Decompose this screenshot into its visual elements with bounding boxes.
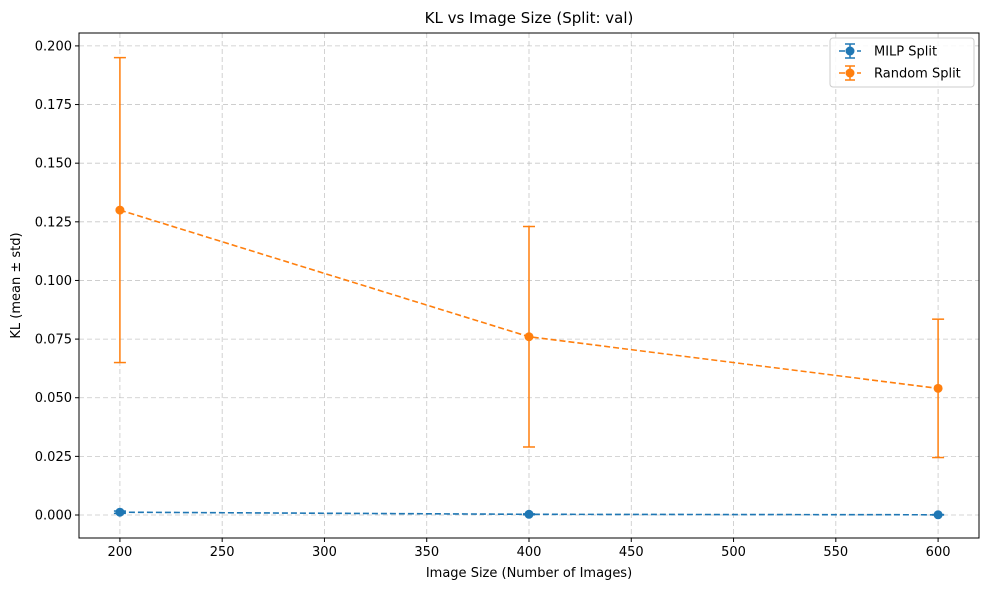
x-tick-label: 450 <box>619 545 644 560</box>
chart-title: KL vs Image Size (Split: val) <box>425 9 634 27</box>
y-axis-label: KL (mean ± std) <box>9 232 24 338</box>
legend-marker <box>845 68 855 78</box>
series-random-split <box>113 56 945 459</box>
legend-label: MILP Split <box>874 45 937 60</box>
legend-item: Random Split <box>839 65 961 82</box>
data-point <box>115 507 125 517</box>
y-tick-label: 0.150 <box>35 157 72 172</box>
x-tick-label: 400 <box>517 545 542 560</box>
y-tick-label: 0.050 <box>35 391 72 406</box>
x-tick-label: 350 <box>414 545 439 560</box>
y-tick-label: 0.175 <box>35 98 72 113</box>
y-tick-label: 0.000 <box>35 509 72 524</box>
legend-marker <box>845 46 855 56</box>
x-tick-label: 500 <box>721 545 746 560</box>
x-axis-label: Image Size (Number of Images) <box>426 566 632 581</box>
legend-item: MILP Split <box>839 43 937 60</box>
data-point <box>933 383 943 393</box>
x-tick-label: 250 <box>210 545 235 560</box>
data-point <box>933 510 943 520</box>
series-layer <box>113 56 945 520</box>
ticks: 200 250 300 350 400 450 500 550 600 0.000 0.025 0.0… <box>35 39 951 560</box>
x-tick-label: 550 <box>823 545 848 560</box>
legend-label: Random Split <box>874 67 961 82</box>
x-tick-label: 300 <box>312 545 337 560</box>
legend: MILP Split Random Split <box>829 37 975 88</box>
data-point <box>524 332 534 342</box>
y-tick-label: 0.100 <box>35 274 72 289</box>
x-tick-label: 600 <box>926 545 951 560</box>
data-point <box>115 205 125 215</box>
y-tick-label: 0.075 <box>35 333 72 348</box>
y-tick-label: 0.200 <box>35 39 72 54</box>
x-tick-label: 200 <box>107 545 132 560</box>
series-milp-split <box>113 507 945 520</box>
data-point <box>524 509 534 519</box>
y-tick-label: 0.125 <box>35 215 72 230</box>
legend-box <box>829 37 975 88</box>
y-tick-label: 0.025 <box>35 450 72 465</box>
